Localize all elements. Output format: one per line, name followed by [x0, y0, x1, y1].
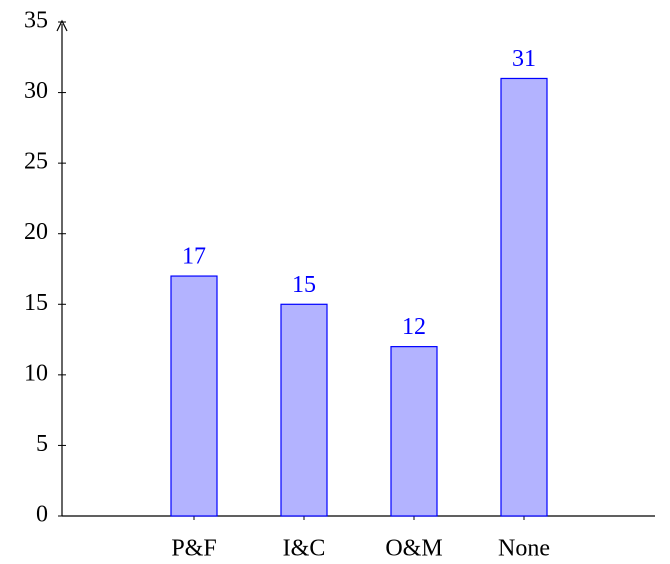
- value-label: 31: [512, 46, 536, 72]
- bar: [170, 275, 218, 517]
- y-tick-label: 15: [24, 290, 48, 316]
- bar: [500, 77, 548, 517]
- x-tick-label: None: [498, 536, 550, 562]
- y-tick-label: 25: [24, 149, 48, 175]
- bar: [390, 346, 438, 517]
- y-tick-label: 10: [24, 360, 48, 386]
- y-tick-label: 35: [24, 8, 48, 34]
- x-tick-label: I&C: [283, 536, 326, 562]
- bar: [280, 303, 328, 517]
- y-tick-label: 5: [36, 431, 48, 457]
- x-tick-label: O&M: [385, 536, 442, 562]
- value-label: 12: [402, 314, 426, 340]
- x-tick-label: P&F: [171, 536, 216, 562]
- y-tick-label: 0: [36, 502, 48, 528]
- value-label: 17: [182, 244, 206, 270]
- y-tick-label: 20: [24, 219, 48, 245]
- value-label: 15: [292, 272, 316, 298]
- y-axis-arrow: [56, 19, 68, 32]
- y-tick-label: 30: [24, 78, 48, 104]
